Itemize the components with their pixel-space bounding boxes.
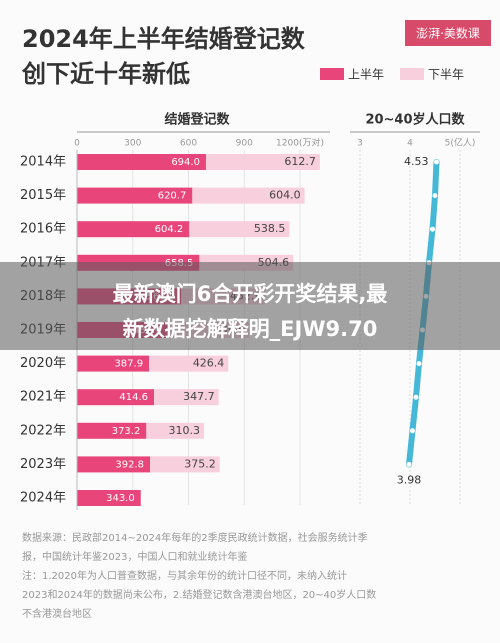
- y-tick-label: 2016年: [20, 222, 66, 237]
- legend-label: 下半年: [428, 68, 464, 82]
- point: [406, 461, 412, 467]
- y-tick-label: 2021年: [20, 390, 66, 405]
- bar-label: 375.2: [184, 457, 216, 470]
- bar: [149, 456, 220, 473]
- bar-label: 604.2: [155, 224, 184, 235]
- legend-label: 上半年: [348, 68, 384, 82]
- y-tick-label: 2014年: [20, 155, 66, 170]
- x-tick-label: 5(亿人): [445, 137, 476, 149]
- legend-swatch: [400, 68, 424, 80]
- bar: [154, 389, 219, 406]
- panel-title: 20~40岁人口数: [365, 112, 465, 128]
- bar: [77, 456, 150, 473]
- bar-label: 538.5: [254, 222, 286, 235]
- note: 2023和2024年的数据尚未公布，2.结婚登记数含港澳台地区，20~40岁人口…: [22, 588, 376, 601]
- bar-label: 414.6: [119, 392, 148, 403]
- bar: [189, 221, 290, 238]
- bar: [77, 221, 190, 238]
- banner-text: 新数据挖解释明_EJW9.70: [123, 317, 378, 341]
- point: [432, 193, 438, 199]
- x-tick-label: 900: [236, 139, 253, 149]
- point: [416, 361, 422, 367]
- bar-label: 347.7: [183, 390, 215, 403]
- bar-label: 426.4: [193, 357, 225, 370]
- point: [434, 159, 439, 165]
- bar-label: 373.2: [112, 426, 141, 437]
- logo-bg: [405, 20, 491, 46]
- bar-label: 343.0: [106, 493, 135, 504]
- bar: [77, 355, 150, 372]
- y-tick-label: 2015年: [20, 188, 66, 203]
- title: 2024年上半年结婚登记数: [22, 25, 306, 53]
- x-tick-label: 3: [357, 139, 363, 149]
- bar: [77, 422, 147, 439]
- point: [410, 428, 415, 434]
- bar: [77, 389, 155, 406]
- note: 注：1.2020年为人口普查数据，与其余年份的统计口径不同，未纳入统计: [22, 569, 347, 582]
- x-tick-label: 1200(万对): [276, 137, 324, 149]
- bar: [77, 490, 141, 506]
- y-tick-label: 2024年: [20, 491, 66, 506]
- note: 不含港澳台地区: [22, 607, 92, 620]
- bar: [149, 355, 229, 372]
- bar: [146, 422, 205, 439]
- x-tick-label: 0: [74, 139, 80, 149]
- banner-bg: [0, 262, 500, 350]
- bar: [77, 187, 193, 204]
- x-tick-label: 300: [124, 139, 141, 149]
- panel-title: 结婚登记数: [164, 112, 230, 128]
- bar-label: 612.7: [284, 155, 316, 168]
- bar: [205, 154, 320, 170]
- bar-label: 392.8: [115, 459, 144, 470]
- y-tick-label: 2023年: [20, 457, 66, 472]
- data-label: 4.53: [404, 155, 429, 168]
- bar-label: 604.0: [269, 189, 301, 202]
- note: 数据来源：民政部2014~2024年每年的2季度民政统计数据，社会服务统计季: [22, 531, 368, 544]
- title: 创下近十年新低: [21, 60, 190, 88]
- bar-label: 310.3: [169, 424, 201, 437]
- bar: [192, 187, 305, 204]
- x-tick-label: 600: [180, 139, 197, 149]
- data-label: 3.98: [397, 473, 422, 486]
- y-tick-label: 2022年: [20, 423, 66, 438]
- banner-text: 最新澳门6合开彩开奖结果,最: [113, 282, 389, 306]
- bar-label: 694.0: [171, 157, 200, 168]
- y-tick-label: 2020年: [20, 356, 66, 371]
- bar-label: 387.9: [114, 359, 143, 370]
- bar-label: 620.7: [158, 191, 187, 202]
- legend-swatch: [320, 68, 344, 80]
- note: 报，中国统计年鉴2023，中国人口和就业统计年鉴: [22, 550, 247, 563]
- notes: 数据来源：民政部2014~2024年每年的2季度民政统计数据，社会服务统计季报，…: [22, 531, 376, 620]
- x-tick-label: 4: [407, 139, 413, 149]
- bar: [77, 154, 206, 170]
- point: [413, 394, 419, 400]
- logo: 澎湃·美数课: [416, 26, 480, 41]
- point: [430, 226, 435, 232]
